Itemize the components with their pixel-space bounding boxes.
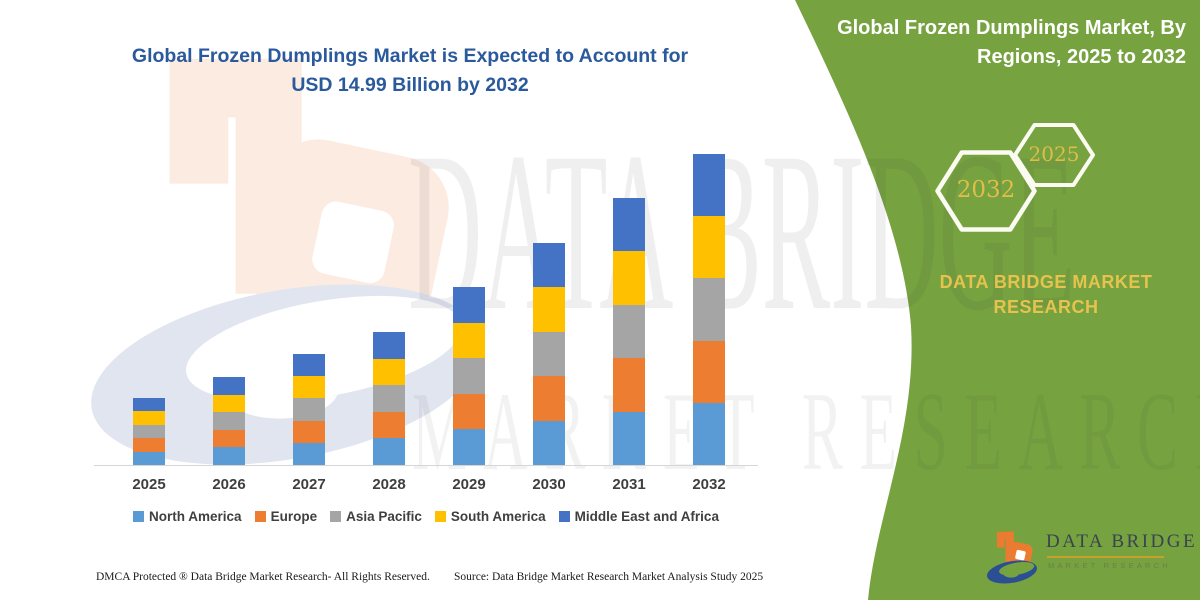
panel-title-line1: Global Frozen Dumplings Market, By [837, 17, 1186, 39]
chart-title-line1: Global Frozen Dumplings Market is Expect… [131, 45, 689, 67]
bar-segment [373, 332, 405, 359]
bar-segment [453, 429, 485, 465]
bar-2026 [213, 377, 245, 465]
chart-legend: North America Europe Asia Pacific South Ame… [94, 509, 758, 524]
bar-segment [133, 424, 165, 439]
bar-2032 [693, 154, 725, 465]
company-logo-icon [987, 531, 1037, 584]
legend-item: Europe [254, 509, 318, 524]
chart-title: Global Frozen Dumplings Market is Expect… [108, 42, 712, 101]
bar-segment [453, 287, 485, 323]
bar-segment [533, 243, 565, 288]
bar-segment [133, 451, 165, 465]
bar-segment [213, 447, 245, 465]
bar-segment [213, 394, 245, 413]
panel-title-line2: Regions, 2025 to 2032 [977, 46, 1186, 68]
brand-heading-line2: RESEARCH [993, 297, 1099, 318]
bar-segment [693, 340, 725, 403]
bar-segment [613, 411, 645, 465]
bar-segment [693, 278, 725, 341]
legend-item: Middle East and Africa [558, 509, 719, 524]
x-axis-label: 2030 [532, 476, 566, 493]
bar-segment [533, 331, 565, 377]
x-axis-label: 2027 [292, 476, 326, 493]
bar-segment [133, 411, 165, 425]
chart-title-line2: USD 14.99 Billion by 2032 [291, 74, 529, 97]
bar-segment [533, 376, 565, 421]
company-logo-name: DATA BRIDGE [1046, 531, 1198, 552]
legend-label: North America [149, 509, 242, 524]
x-axis-label: 2025 [132, 476, 166, 493]
bar-2025 [133, 398, 165, 465]
bar-segment [213, 377, 245, 395]
bar-2031 [613, 198, 645, 465]
source-note: Source: Data Bridge Market Research Mark… [454, 571, 764, 583]
legend-swatch [434, 511, 446, 522]
bar-segment [453, 393, 485, 430]
bar-segment [613, 251, 645, 305]
company-logo-rule [1047, 556, 1164, 558]
bar-2030 [533, 243, 565, 465]
legend-label: Asia Pacific [346, 509, 422, 524]
brand-heading-line1: DATA BRIDGE MARKET [939, 272, 1153, 292]
x-axis-label: 2032 [692, 476, 726, 493]
legend-item: Asia Pacific [330, 509, 422, 524]
legend-label: Europe [270, 509, 318, 524]
bar-segment [293, 442, 325, 465]
bar-segment [373, 358, 405, 386]
bar-segment [293, 376, 325, 399]
company-logo: DATA BRIDGE MARKET RESEARCH [982, 524, 1198, 594]
bar-segment [293, 420, 325, 443]
x-axis-label: 2031 [612, 476, 646, 493]
bar-segment [693, 154, 725, 217]
bar-segment [693, 402, 725, 465]
bar-segment [693, 216, 725, 279]
bar-segment [453, 358, 485, 394]
bar-segment [373, 385, 405, 412]
company-logo-subtitle: MARKET RESEARCH [1048, 561, 1171, 570]
bar-2028 [373, 332, 405, 465]
x-axis-line [94, 465, 758, 466]
bar-segment [213, 412, 245, 430]
legend-item: South America [434, 509, 546, 524]
x-axis-label: 2026 [212, 476, 246, 493]
legend-swatch [133, 511, 145, 522]
legend-swatch [330, 511, 342, 522]
legend-item: North America [133, 509, 242, 524]
bar-segment [613, 198, 645, 252]
legend-label: Middle East and Africa [574, 509, 719, 524]
bar-2027 [293, 354, 325, 465]
legend-swatch [558, 511, 570, 522]
hexagon-decoration [935, 123, 1095, 232]
bar-2029 [453, 287, 485, 465]
legend-swatch [254, 511, 266, 522]
bar-segment [293, 398, 325, 421]
hexagon-year-2025: 2025 [1028, 142, 1080, 166]
bar-segment [213, 429, 245, 448]
bar-segment [453, 322, 485, 359]
panel-title: Global Frozen Dumplings Market, By Regio… [828, 14, 1186, 72]
bar-segment [613, 304, 645, 359]
x-axis-label: 2028 [372, 476, 406, 493]
hexagon-year-2032: 2032 [956, 177, 1016, 203]
bar-segment [293, 354, 325, 377]
bar-segment [373, 411, 405, 439]
bar-segment [533, 287, 565, 332]
bar-segment [533, 420, 565, 465]
legend-label: South America [450, 509, 546, 524]
bar-segment [373, 438, 405, 465]
bar-segment [133, 398, 165, 412]
dmca-notice: DMCA Protected ® Data Bridge Market Rese… [96, 571, 430, 583]
x-axis-label: 2029 [452, 476, 486, 493]
brand-heading: DATA BRIDGE MARKET RESEARCH [880, 270, 1200, 320]
bar-segment [133, 438, 165, 452]
bar-segment [613, 358, 645, 412]
